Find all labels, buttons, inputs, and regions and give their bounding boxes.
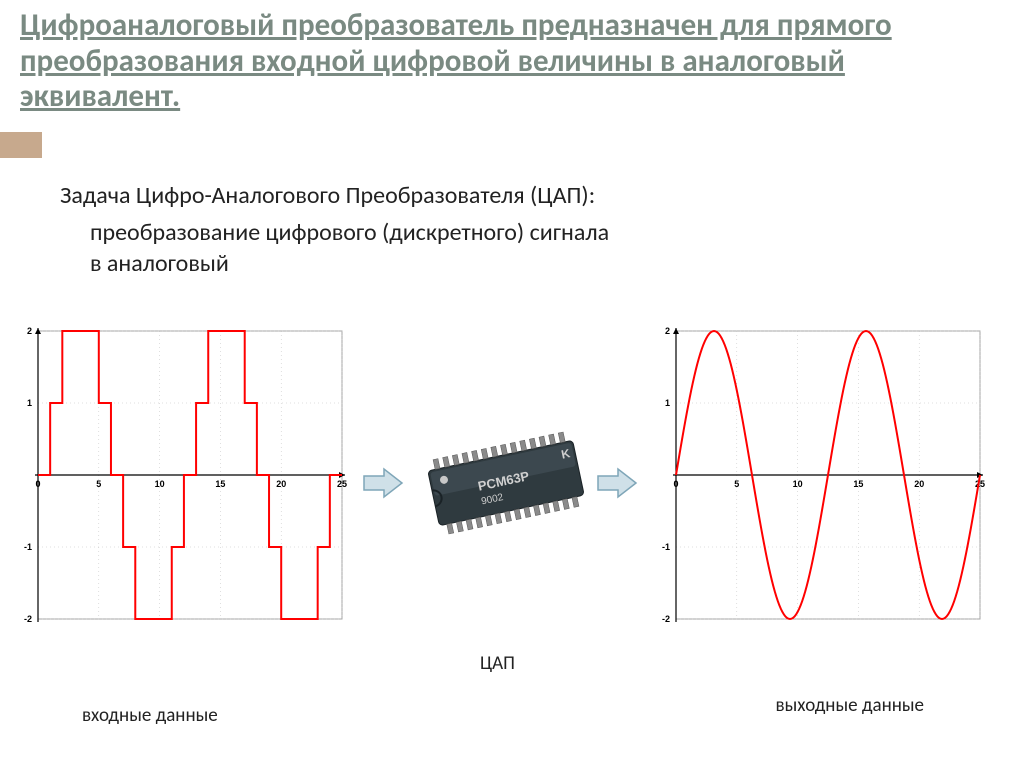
svg-text:15: 15 [215,479,225,489]
subtitle-line2: преобразование цифрового (дискретного) с… [90,217,609,248]
svg-text:25: 25 [337,479,347,489]
digital-plot: 0 5 10 15 20 25 -2 -1 1 2 [10,321,350,646]
diagram-row: 0510152025-2-112 PCM63P9002K 0510152025-… [10,318,1016,648]
svg-text:2: 2 [27,326,32,336]
analog-plot: 0510152025-2-112 [648,321,988,646]
svg-text:0: 0 [673,479,678,489]
arrow-to-chip [358,463,406,503]
svg-text:5: 5 [734,479,739,489]
dac-chip: PCM63P9002K [414,426,584,541]
svg-text:2: 2 [665,326,670,336]
svg-text:5: 5 [96,479,101,489]
accent-bar [0,132,42,158]
svg-text:20: 20 [276,479,286,489]
svg-text:10: 10 [155,479,165,489]
arrow-to-output [592,463,640,503]
caption-dac: ЦАП [480,652,515,675]
svg-text:1: 1 [665,398,670,408]
svg-text:1: 1 [27,398,32,408]
slide-title: Цифроаналоговый преобразователь предназн… [20,8,1004,115]
caption-output: выходные данные [776,694,924,717]
svg-text:-2: -2 [24,614,32,624]
svg-text:10: 10 [793,479,803,489]
subtitle-line1: Задача Цифро-Аналогового Преобразователя… [60,180,609,211]
subtitle: Задача Цифро-Аналогового Преобразователя… [60,180,609,280]
svg-text:-1: -1 [662,542,670,552]
svg-text:-2: -2 [662,614,670,624]
svg-text:0: 0 [35,479,40,489]
svg-text:15: 15 [853,479,863,489]
subtitle-line3: в аналоговый [90,248,609,279]
svg-text:20: 20 [914,479,924,489]
svg-text:-1: -1 [24,542,32,552]
caption-input: входные данные [82,704,218,727]
